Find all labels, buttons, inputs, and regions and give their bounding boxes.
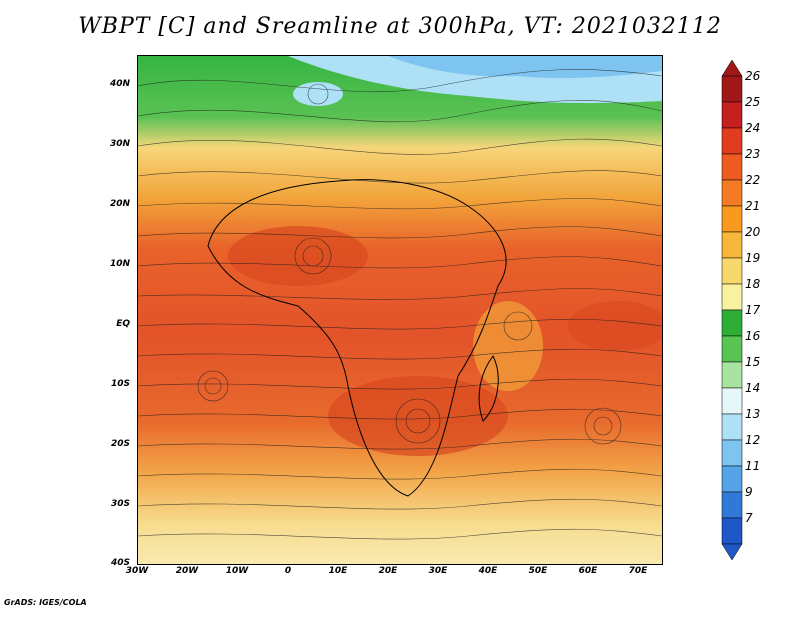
colorbar-segment: [721, 153, 743, 181]
lat-label: 10S: [110, 379, 130, 389]
colorbar-label: 13: [745, 407, 761, 421]
colorbar-bottom-arrow: [721, 543, 743, 560]
lon-label: 10W: [225, 566, 249, 576]
colorbar-label: 17: [745, 303, 761, 317]
colorbar-label: 22: [745, 173, 761, 187]
colorbar-segment: [721, 75, 743, 103]
colorbar-label: 16: [745, 329, 761, 343]
cool-patch: [473, 301, 543, 391]
africa-coastline: [207, 179, 507, 497]
colorbar-label: 7: [745, 511, 753, 525]
madagascar-coastline: [478, 355, 499, 422]
map-panel: [137, 55, 663, 565]
colorbar-label: 25: [745, 95, 761, 109]
colorbar-segment: [721, 465, 743, 493]
colorbar-segment: [721, 283, 743, 311]
warm-core: [328, 376, 508, 456]
colorbar-label: 9: [745, 485, 753, 499]
lat-label: 20S: [110, 439, 130, 449]
lat-label: 10N: [109, 259, 130, 269]
lat-label: EQ: [116, 319, 130, 329]
colorbar-label: 26: [745, 69, 761, 83]
colorbar-segment: [721, 491, 743, 519]
lon-label: 40E: [478, 566, 498, 576]
lon-label: 50E: [528, 566, 548, 576]
colorbar-label: 12: [745, 433, 761, 447]
colorbar-segment: [721, 231, 743, 259]
lat-label: 30N: [109, 139, 130, 149]
colorbar-label: 11: [745, 459, 761, 473]
colorbar-segment: [721, 127, 743, 155]
colorbar-label: 21: [745, 199, 761, 213]
lat-label: 40S: [110, 558, 130, 568]
lon-label: 30W: [125, 566, 149, 576]
colorbar-label: 14: [745, 381, 761, 395]
colorbar-segment: [721, 517, 743, 545]
warm-core: [228, 226, 368, 286]
chart-title: WBPT [C] and Sreamline at 300hPa, VT: 20…: [78, 14, 722, 39]
colorbar-segment: [721, 257, 743, 285]
colorbar-segment: [721, 335, 743, 363]
warm-core: [568, 301, 662, 351]
lon-label: 60E: [578, 566, 598, 576]
colorbar-label: 23: [745, 147, 761, 161]
streamlines: [138, 69, 662, 540]
cold-eddy: [293, 82, 343, 106]
colorbar-segment: [721, 179, 743, 207]
colorbar: [721, 60, 743, 560]
grads-credit: GrADS: IGES/COLA: [4, 598, 87, 607]
lon-label: 20E: [378, 566, 398, 576]
wbpt-streamline-map: [138, 56, 662, 564]
lat-label: 40N: [109, 79, 130, 89]
lon-label: 70E: [628, 566, 648, 576]
colorbar-label: 18: [745, 277, 761, 291]
colorbar-segment: [721, 361, 743, 389]
lon-label: 10E: [328, 566, 348, 576]
colorbar-segment: [721, 205, 743, 233]
colorbar-label: 15: [745, 355, 761, 369]
lon-label: 20W: [175, 566, 199, 576]
colorbar-label: 19: [745, 251, 761, 265]
colorbar-segment: [721, 309, 743, 337]
lat-label: 30S: [110, 499, 130, 509]
colorbar-segment: [721, 101, 743, 129]
lon-label: 0: [284, 566, 292, 576]
lon-label: 30E: [428, 566, 448, 576]
colorbar-label: 24: [745, 121, 761, 135]
cold-core: [388, 56, 662, 79]
colorbar-label: 20: [745, 225, 761, 239]
colorbar-segment: [721, 387, 743, 415]
colorbar-segment: [721, 413, 743, 441]
colorbar-top-arrow: [721, 60, 743, 77]
lat-label: 20N: [109, 199, 130, 209]
colorbar-segment: [721, 439, 743, 467]
